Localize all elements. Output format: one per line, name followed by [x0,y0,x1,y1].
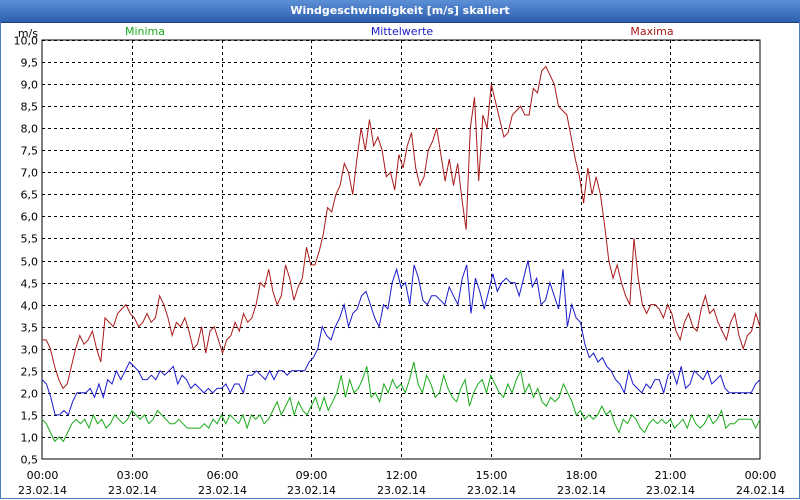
y-tick-label: 2,0 [21,388,39,401]
x-tick-time-label: 12:00 [386,469,418,482]
window-title-bar: Windgeschwindigkeit [m/s] skaliert [0,0,800,23]
y-tick-label: 4,0 [21,300,39,313]
legend-maxima: Maxima [630,25,673,38]
x-tick-date-label: 23.02.14 [377,484,426,497]
legend-minima: Minima [125,25,165,38]
y-tick-label: 3,0 [21,344,39,357]
x-tick-date-label: 23.02.14 [287,484,336,497]
y-tick-label: 5,0 [21,256,39,269]
y-tick-label: 2,5 [21,366,39,379]
series-line-maxima [42,65,761,390]
y-tick-label: 7,5 [21,145,39,158]
x-tick-time-label: 09:00 [296,469,328,482]
legend-mittelwerte: Mittelwerte [371,25,434,38]
series-line-minima [41,361,761,443]
x-tick-time-label: 15:00 [476,469,508,482]
y-tick-label: 6,5 [21,189,39,202]
x-tick-date-label: 23.02.14 [467,484,516,497]
x-tick-date-label: 23.02.14 [198,484,247,497]
x-tick-date-label: 23.02.14 [646,484,695,497]
y-tick-label: 9,0 [21,79,39,92]
x-tick-time-label: 03:00 [117,469,149,482]
x-tick-time-label: 21:00 [655,469,687,482]
y-tick-label: 4,5 [21,278,39,291]
x-tick-date-label: 24.02.14 [736,484,785,497]
y-tick-label: 8,5 [21,101,39,114]
x-tick-time-label: 18:00 [566,469,598,482]
x-tick-time-label: 00:00 [745,469,777,482]
y-tick-label: 0,5 [21,454,39,467]
series-line-mittelwerte [41,260,761,416]
x-tick-date-label: 23.02.14 [557,484,606,497]
y-tick-label: 8,0 [21,123,39,136]
x-tick-time-label: 00:00 [27,469,59,482]
y-tick-label: 7,0 [21,167,39,180]
y-tick-label: 1,5 [21,410,39,423]
y-axis-label: m/s [18,27,38,40]
y-tick-label: 10,0 [14,35,39,48]
y-tick-label: 5,5 [21,233,39,246]
y-tick-label: 3,5 [21,322,39,335]
x-tick-date-label: 23.02.14 [108,484,157,497]
x-tick-date-label: 23.02.14 [18,484,67,497]
window-title: Windgeschwindigkeit [m/s] skaliert [290,4,510,17]
y-tick-label: 9,5 [21,57,39,70]
y-tick-label: 1,0 [21,432,39,445]
y-tick-label: 6,0 [21,211,39,224]
x-tick-time-label: 06:00 [207,469,239,482]
